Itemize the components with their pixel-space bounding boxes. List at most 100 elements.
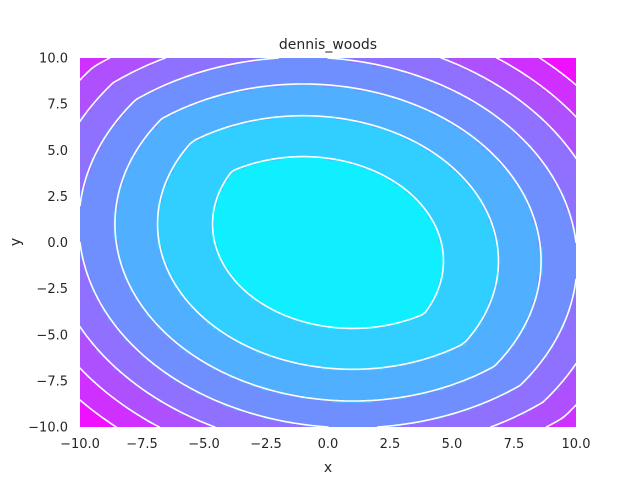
contour-fill-cell [493, 295, 500, 301]
contour-fill-cell [85, 279, 92, 285]
contour-fill-cell [140, 283, 147, 289]
contour-fill-cell [212, 271, 219, 276]
contour-fill-cell [311, 324, 318, 330]
contour-fill-cell [294, 230, 302, 235]
contour-fill-cell [526, 320, 533, 326]
contour-fill-cell [339, 291, 346, 297]
contour-fill-cell [559, 340, 566, 346]
contour-fill-cell [173, 320, 180, 326]
contour-fill-cell [316, 258, 324, 264]
contour-fill-cell [190, 250, 197, 256]
contour-fill-cell [509, 406, 516, 412]
contour-fill-cell [372, 279, 379, 285]
contour-fill-cell [135, 398, 142, 403]
contour-fill-cell [559, 349, 566, 354]
contour-fill-cell [537, 332, 544, 338]
contour-fill-cell [355, 242, 362, 248]
contour-fill-cell [388, 205, 395, 211]
contour-fill-cell [498, 312, 505, 317]
contour-fill-cell [272, 242, 279, 248]
contour-fill-cell [482, 316, 489, 321]
contour-fill-cell [289, 205, 296, 211]
contour-fill-cell [223, 213, 230, 219]
contour-fill-cell [223, 422, 230, 427]
contour-fill-cell [289, 254, 296, 260]
contour-fill-cell [377, 390, 384, 395]
contour-fill-cell [361, 242, 368, 248]
contour-fill-cell [460, 381, 467, 387]
contour-fill-cell [168, 267, 175, 272]
contour-fill-cell [416, 213, 423, 219]
contour-fill-cell [322, 205, 329, 211]
contour-fill-cell [173, 267, 180, 272]
contour-fill-cell [261, 349, 268, 354]
contour-fill-cell [118, 217, 125, 223]
contour-fill-cell [405, 345, 412, 350]
contour-fill-cell [388, 340, 395, 346]
contour-fill-cell [102, 246, 109, 252]
contour-fill-cell [553, 222, 561, 227]
contour-fill-cell [520, 381, 527, 387]
contour-fill-cell [449, 275, 456, 280]
contour-fill-cell [504, 267, 511, 272]
contour-fill-cell [102, 287, 109, 293]
contour-fill-cell [504, 328, 511, 334]
contour-fill-cell [531, 394, 539, 399]
contour-fill-cell [190, 386, 197, 391]
contour-fill-cell [443, 250, 450, 256]
contour-fill-cell [217, 324, 224, 330]
contour-fill-cell [80, 398, 87, 403]
contour-fill-cell [350, 271, 357, 276]
contour-fill-cell [366, 373, 373, 379]
contour-fill-cell [96, 365, 103, 371]
contour-fill-cell [113, 316, 120, 321]
contour-fill-cell [548, 299, 555, 305]
contour-fill-cell [520, 357, 527, 362]
contour-fill-cell [190, 402, 197, 408]
contour-fill-cell [520, 209, 527, 215]
contour-fill-cell [355, 349, 362, 354]
contour-fill-cell [339, 271, 346, 276]
contour-fill-cell [107, 381, 114, 387]
contour-fill-cell [168, 250, 175, 256]
contour-fill-cell [454, 205, 461, 211]
contour-fill-cell [173, 205, 180, 211]
contour-fill-cell [256, 332, 263, 338]
contour-fill-cell [443, 291, 450, 297]
contour-fill-cell [465, 340, 472, 346]
contour-fill-cell [228, 250, 235, 256]
contour-fill-cell [96, 386, 103, 391]
contour-fill-cell [542, 316, 550, 321]
contour-fill-cell [228, 308, 235, 313]
contour-fill-cell [548, 406, 555, 412]
contour-fill-cell [96, 353, 103, 358]
contour-fill-cell [140, 373, 147, 379]
contour-fill-cell [432, 263, 439, 268]
contour-fill-cell [151, 414, 158, 420]
contour-fill-cell [537, 217, 544, 223]
contour-fill-cell [454, 377, 461, 383]
contour-fill-cell [438, 234, 445, 239]
contour-fill-cell [283, 254, 291, 260]
contour-fill-cell [471, 381, 478, 387]
contour-fill-cell [498, 406, 505, 412]
contour-fill-cell [520, 422, 527, 427]
contour-fill-cell [305, 254, 313, 260]
contour-fill-cell [427, 201, 434, 207]
contour-fill-cell [91, 295, 98, 301]
contour-fill-cell [102, 377, 109, 383]
contour-fill-cell [256, 308, 263, 313]
contour-fill-cell [305, 418, 313, 424]
contour-fill-cell [184, 398, 191, 403]
contour-fill-cell [140, 345, 147, 350]
contour-fill-cell [383, 357, 390, 362]
contour-fill-cell [190, 291, 197, 297]
contour-fill-cell [118, 242, 125, 248]
contour-fill-cell [333, 353, 340, 358]
contour-fill-cell [322, 369, 329, 375]
contour-fill-cell [548, 324, 555, 330]
contour-fill-cell [438, 394, 445, 399]
contour-fill-cell [146, 308, 153, 313]
contour-fill-cell [300, 201, 307, 207]
contour-fill-cell [190, 390, 197, 395]
